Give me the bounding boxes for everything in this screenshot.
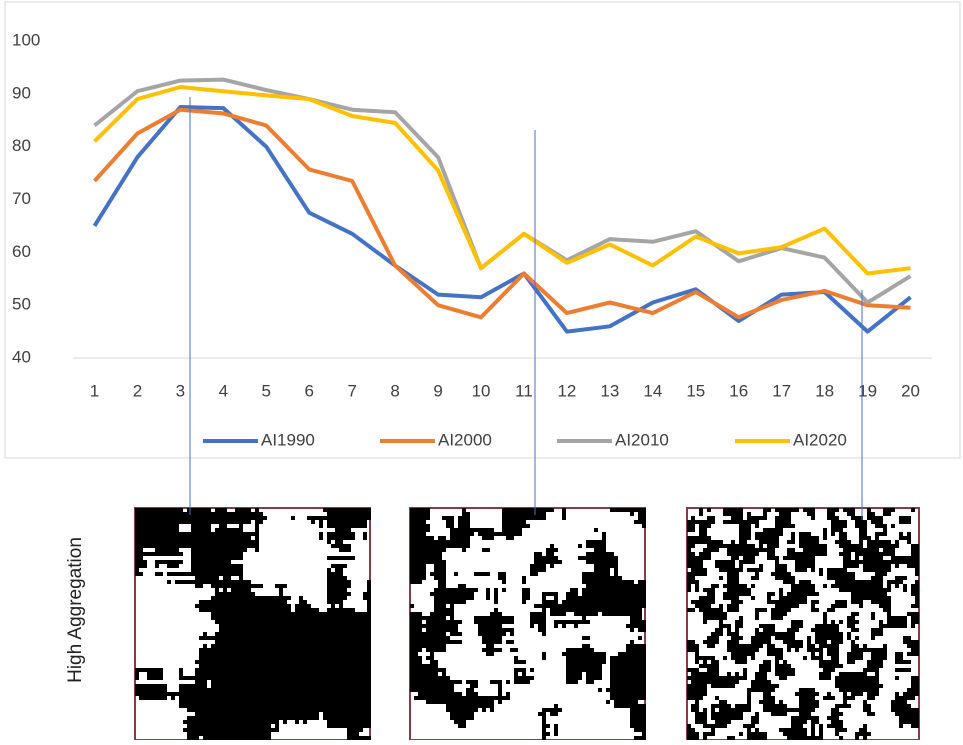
y-tick-label: 70 (12, 189, 31, 208)
x-tick-label: 1 (90, 381, 99, 400)
image-pattern (410, 508, 646, 740)
panel-label: High Aggregation (65, 537, 86, 683)
x-tick-label: 10 (472, 381, 491, 400)
x-tick-label: 20 (901, 381, 920, 400)
x-tick-label: 9 (433, 381, 442, 400)
aggregation-images (134, 507, 920, 741)
chart-frame (4, 1, 961, 459)
x-tick-label: 17 (772, 381, 791, 400)
y-tick-label: 100 (12, 30, 40, 49)
x-tick-label: 19 (858, 381, 877, 400)
image-pattern (687, 508, 919, 740)
y-tick-label: 40 (12, 347, 31, 366)
x-tick-label: 15 (686, 381, 705, 400)
y-tick-label: 80 (12, 136, 31, 155)
x-tick-label: 11 (515, 381, 533, 400)
x-tick-label: 4 (219, 381, 228, 400)
y-tick-label: 60 (12, 242, 31, 261)
x-tick-label: 12 (557, 381, 576, 400)
x-tick-label: 16 (729, 381, 748, 400)
legend-label: AI2020 (793, 430, 847, 449)
legend-label: AI2010 (615, 430, 669, 449)
x-tick-label: 7 (347, 381, 356, 400)
x-tick-label: 8 (390, 381, 399, 400)
series-line (93, 107, 911, 320)
x-tick-label: 14 (643, 381, 662, 400)
x-tick-label: 18 (815, 381, 834, 400)
x-tick-label: 5 (262, 381, 271, 400)
x-tick-label: 2 (133, 381, 142, 400)
series-line (93, 85, 911, 276)
image-pattern (135, 508, 371, 740)
legend-label: AI2000 (438, 430, 492, 449)
y-tick-label: 90 (12, 83, 31, 102)
legend-label: AI1990 (261, 430, 315, 449)
x-tick-label: 13 (600, 381, 619, 400)
x-tick-label: 3 (176, 381, 185, 400)
y-tick-label: 50 (12, 295, 31, 314)
x-tick-label: 6 (304, 381, 313, 400)
